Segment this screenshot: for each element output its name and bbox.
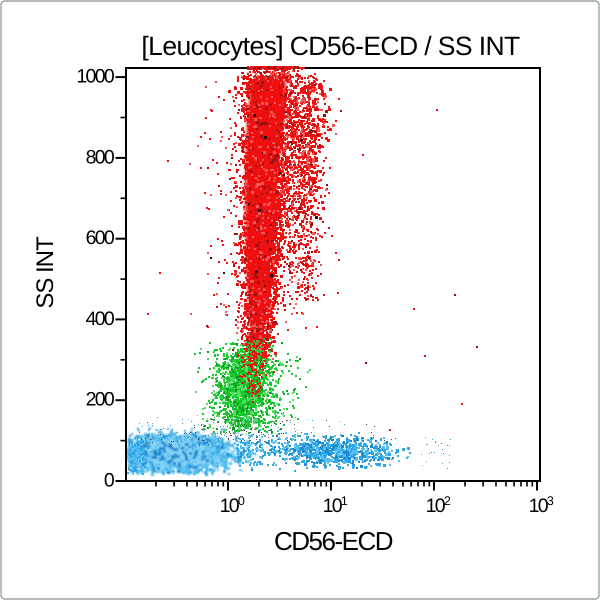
svg-text:800: 800 [86,146,115,168]
svg-text:SS INT: SS INT [32,236,59,309]
svg-text:CD56-ECD: CD56-ECD [274,526,393,556]
svg-text:400: 400 [86,308,115,330]
svg-text:1000: 1000 [76,66,114,88]
svg-text:200: 200 [86,389,115,411]
svg-text:[Leucocytes] CD56-ECD / SS INT: [Leucocytes] CD56-ECD / SS INT [141,31,520,61]
svg-text:600: 600 [86,227,115,249]
